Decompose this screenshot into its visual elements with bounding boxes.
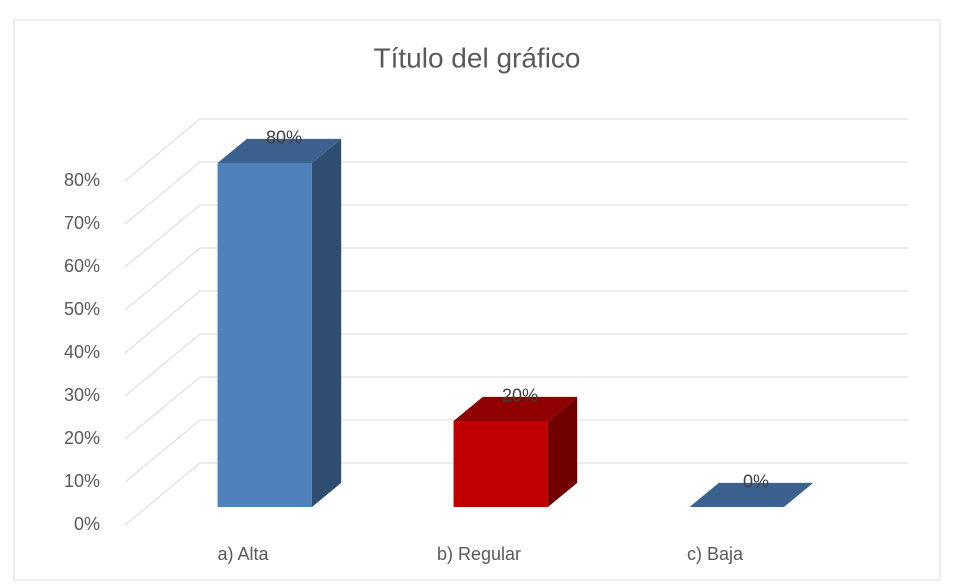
bar-front xyxy=(217,163,312,508)
bar-side xyxy=(547,396,578,508)
grid-line xyxy=(124,118,908,182)
grid-line xyxy=(124,247,908,311)
bar-front xyxy=(453,421,548,508)
y-tick-label: 80% xyxy=(64,170,100,190)
value-label: 80% xyxy=(266,128,302,148)
grid-line xyxy=(124,161,908,225)
grid-line xyxy=(124,290,908,354)
x-tick-label: b) Regular xyxy=(437,544,521,564)
bar-top xyxy=(453,396,578,422)
x-tick-label: c) Baja xyxy=(687,544,744,564)
bar-side xyxy=(311,138,342,508)
y-tick-label: 70% xyxy=(64,213,100,233)
y-tick-label: 30% xyxy=(64,385,100,405)
grid-line xyxy=(124,204,908,268)
grid-line xyxy=(124,333,908,397)
chart-title: Título del gráfico xyxy=(374,42,581,73)
value-label: 0% xyxy=(743,472,769,492)
y-tick-label: 10% xyxy=(64,471,100,491)
value-label: 20% xyxy=(502,386,538,406)
y-tick-label: 40% xyxy=(64,342,100,362)
grid-line xyxy=(124,462,908,526)
grid-line xyxy=(124,376,908,440)
y-tick-label: 0% xyxy=(74,514,100,534)
bar-top xyxy=(689,482,814,508)
x-tick-label: a) Alta xyxy=(217,544,269,564)
y-tick-label: 60% xyxy=(64,256,100,276)
y-tick-label: 20% xyxy=(64,428,100,448)
y-tick-label: 50% xyxy=(64,299,100,319)
bar-top xyxy=(217,138,342,164)
grid-line xyxy=(124,419,908,483)
